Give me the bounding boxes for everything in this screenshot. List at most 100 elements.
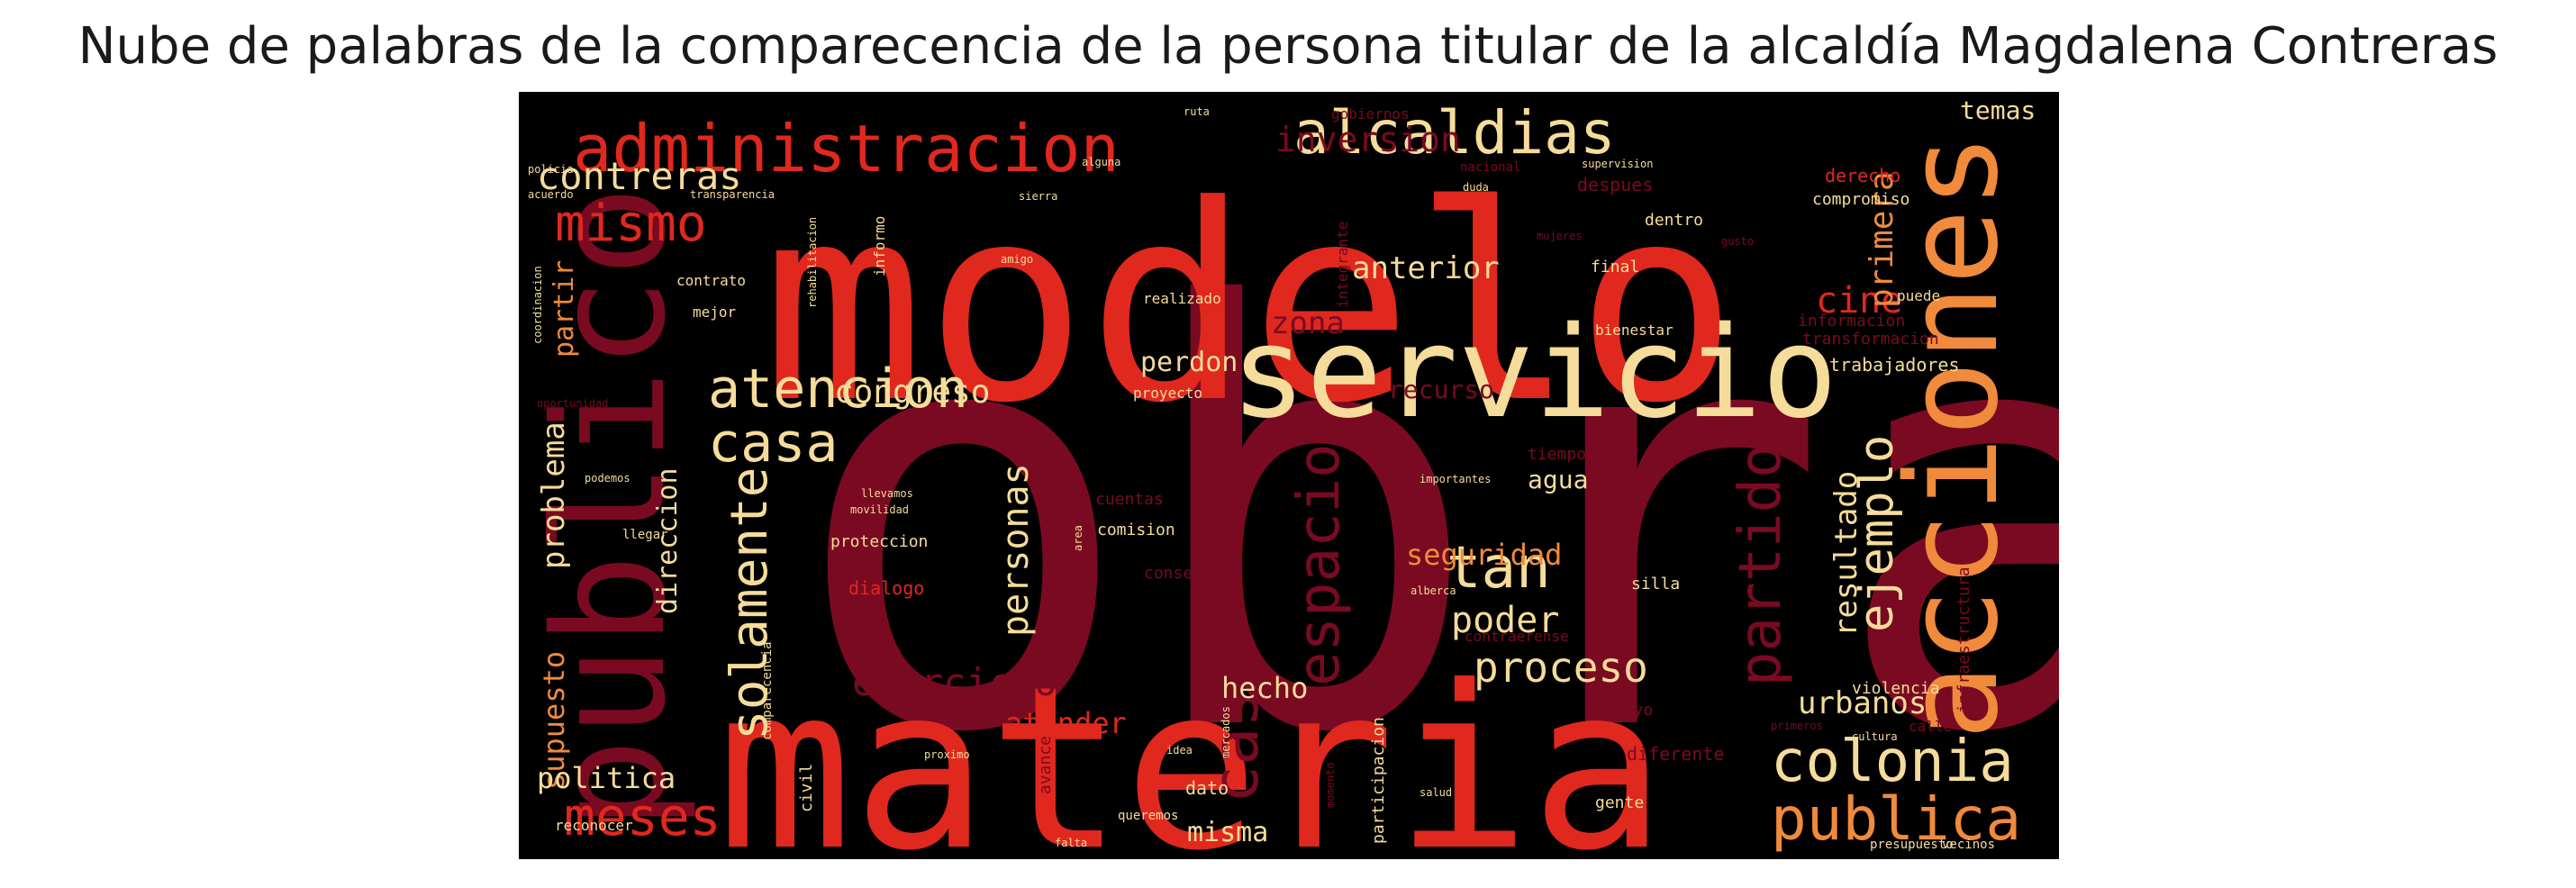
word-contreras: contreras [537,154,742,198]
word-falta: falta [1055,837,1087,849]
word-transparencia: transparencia [690,188,775,201]
word-llegar: llegar [622,528,668,542]
word-tiempo: tiempo [1528,445,1586,464]
word-partido: partido [1728,443,1794,686]
word-llevamos: llevamos [861,487,913,500]
word-servicio: servicio [1230,300,1837,447]
word-cloud: obra modelo materia servicio publico acciones… [519,92,2059,859]
word-gusto: gusto [1721,235,1754,248]
word-casa: casa [708,412,839,475]
word-bienestar: bienestar [1595,322,1673,339]
word-infraestructura: infraestructura [1955,566,1973,713]
chart-title: Nube de palabras de la comparecencia de … [77,17,2499,76]
word-administracion: administracion [573,111,1120,186]
word-temas: temas [1960,95,2036,125]
word-movilidad: movilidad [850,503,909,516]
word-agua: agua [1528,465,1588,494]
word-momento: momento [1324,762,1337,808]
word-mejor: mejor [693,304,737,321]
word-seguridad: seguridad [1406,538,1562,572]
word-contraerense: contraerense [1465,628,1569,645]
word-mercados: mercados [1220,706,1232,758]
word-realizado: realizado [1143,290,1221,307]
word-alguna: alguna [1082,156,1120,168]
word-publico: publico [522,186,700,830]
word-informo: informo [871,216,888,276]
word-supuesto: supuesto [537,651,571,790]
word-civil: civil [797,764,816,812]
word-tan: tan [1447,535,1551,602]
word-despues: despues [1577,174,1653,195]
word-comision: comision [1097,521,1175,539]
word-mismo: mismo [555,195,707,253]
word-inversion: inversion [1275,120,1461,159]
word-avance: avance [1036,736,1055,794]
word-ejemplo: ejemplo [1850,435,1904,632]
word-coordinacion: coordinacion [531,266,544,344]
word-reconocer: reconocer [555,817,633,834]
word-proximo: proximo [924,748,970,761]
word-cine: cine [1816,280,1902,322]
word-solamente: solamente [721,467,779,740]
word-integrante: integrante [1334,222,1351,308]
word-cuentas: cuentas [1095,490,1164,509]
word-contrato: contrato [676,272,746,289]
word-zona: zona [1271,305,1345,341]
word-mujeres: mujeres [1537,230,1583,242]
word-compromiso: compromiso [1812,190,1909,209]
word-acuerdo: acuerdo [528,188,574,201]
word-nacional: nacional [1460,160,1520,175]
word-ruta: ruta [1184,105,1210,118]
word-calle: calle [1909,718,1952,735]
word-primeros: primeros [1771,720,1823,732]
word-participacion: participacion [1369,717,1388,844]
word-informacion: informacion [1798,312,1905,331]
word-queremos: queremos [1118,809,1178,823]
word-cultura: cultura [1852,730,1898,743]
word-obra: obra [789,187,2059,858]
word-hecho: hecho [1221,671,1308,705]
word-dentro: dentro [1645,211,1703,230]
word-diferente: diferente [1627,743,1724,765]
word-materia: materia [717,638,1666,859]
word-atencion: atencion [708,358,968,421]
word-recurso: recurso [1388,375,1494,404]
word-podemos: podemos [585,472,630,485]
word-congreso: congreso [834,374,990,411]
word-vecinos: vecinos [1942,838,1995,852]
word-comparecencia: comparecencia [760,641,775,740]
word-caso: caso [1199,651,1273,803]
word-acciones: acciones [1880,133,2027,740]
word-puede: puede [1897,287,1940,304]
word-meses: meses [564,786,721,847]
word-direccion: direccion [652,467,684,614]
word-transformacion: transformacion [1802,330,1939,349]
word-alcaldias: alcaldias [1293,98,1616,168]
word-silla: silla [1631,575,1680,594]
word-publica: publica [1771,784,2021,854]
word-urbanos: urbanos [1798,685,1927,721]
word-trabajadores: trabajadores [1829,354,1960,376]
word-poder: poder [1451,600,1559,641]
word-presupuesto: presupuesto [1870,838,1954,852]
word-resultado: resultado [1828,471,1864,637]
word-gente: gente [1595,793,1644,812]
word-modelo: modelo [762,148,1738,462]
word-partir: partir [549,260,580,358]
word-violencia: violencia [1852,679,1940,698]
word-perdon: perdon [1140,347,1238,378]
word-amigo: amigo [1001,253,1033,266]
word-colonia: colonia [1771,729,2014,795]
word-salud: salud [1420,786,1452,799]
word-duda: duda [1463,181,1489,194]
word-atender: atender [1005,706,1127,740]
word-ejercicio: ejercicio [852,660,1057,704]
word-problema: problema [536,421,572,569]
word-anterior: anterior [1352,250,1500,286]
word-policia: policia [528,163,574,176]
word-sierra: sierra [1019,190,1057,203]
word-proteccion: proteccion [830,532,928,551]
word-gobiernos: gobiernos [1331,105,1410,122]
word-area: area [1072,525,1084,551]
